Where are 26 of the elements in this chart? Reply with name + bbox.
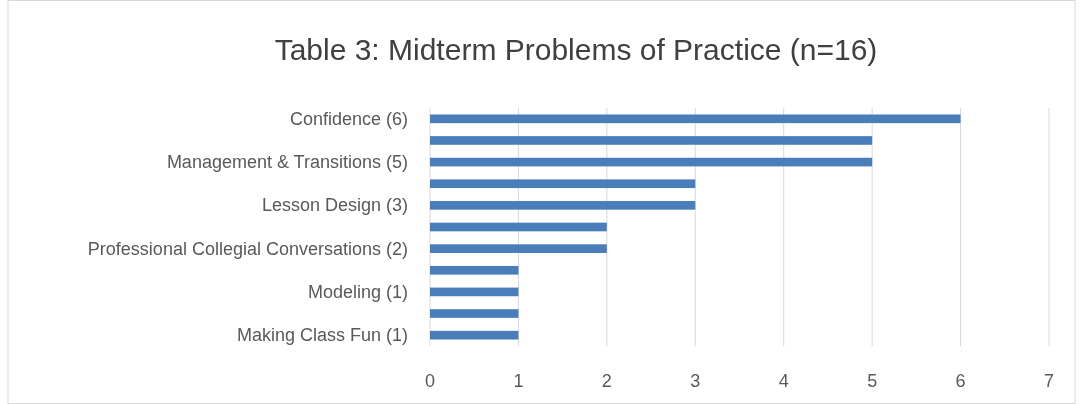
bar — [430, 157, 873, 167]
bar — [430, 287, 519, 297]
y-tick-label: Making Class Fun (1) — [236, 325, 408, 346]
x-tick-label: 3 — [690, 371, 701, 391]
bar — [430, 201, 696, 210]
bar — [430, 330, 519, 340]
x-tick-label: 1 — [513, 371, 524, 391]
bar — [430, 136, 873, 145]
x-tick-label: 0 — [424, 371, 436, 391]
x-tick-label: 5 — [867, 371, 878, 391]
chart-title: Table 3: Midterm Problems of Practice (n=16) — [274, 33, 878, 66]
bar — [430, 222, 607, 232]
bar — [430, 244, 607, 253]
y-tick-label: Management & Transitions (5) — [166, 152, 408, 173]
y-tick-label: Lesson Design (3) — [261, 195, 408, 216]
x-tick-label: 4 — [778, 371, 789, 391]
bar — [430, 179, 696, 189]
y-tick-label: Modeling (1) — [307, 281, 408, 302]
bar — [430, 114, 961, 124]
bar — [430, 265, 519, 275]
x-tick-label: 2 — [601, 371, 612, 391]
bar — [430, 309, 519, 318]
x-tick-label: 6 — [955, 371, 966, 391]
y-tick-label: Professional Collegial Conversations (2) — [87, 238, 408, 259]
x-tick-label: 7 — [1043, 371, 1055, 391]
y-tick-label: Confidence (6) — [289, 108, 408, 129]
